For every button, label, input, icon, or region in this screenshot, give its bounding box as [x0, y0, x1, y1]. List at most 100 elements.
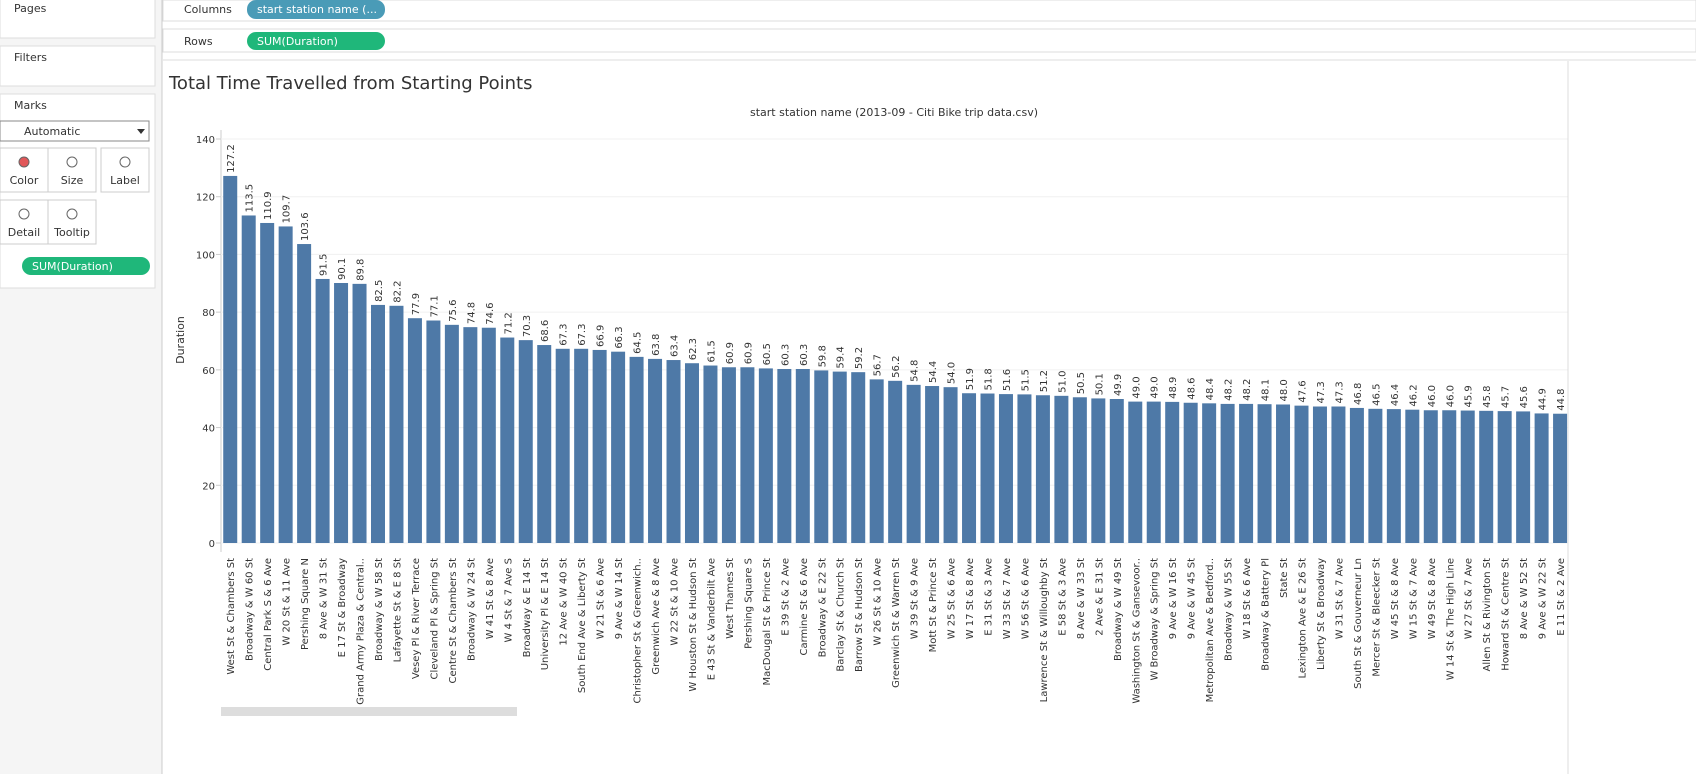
columns-pill[interactable]: [247, 0, 385, 19]
mark-button[interactable]: [0, 199, 49, 245]
x-tick-label: W 31 St & 7 Ave: [1334, 558, 1345, 639]
mark-type-dropdown[interactable]: [0, 120, 150, 142]
y-axis-label: Duration: [174, 316, 187, 364]
x-tick-label: Mott St & Prince St: [928, 558, 939, 652]
x-tick-label: Greenwich St & Warren St: [891, 558, 902, 688]
dropdown-arrow: [137, 129, 145, 134]
value-label: 56.7: [873, 354, 884, 376]
value-label: 59.2: [854, 347, 865, 369]
x-tick-label: University Pl & E 14 St: [540, 558, 551, 670]
scrollbar[interactable]: [221, 707, 517, 716]
value-label: 127.2: [226, 144, 237, 173]
value-label: 45.7: [1501, 386, 1512, 408]
bar: [537, 345, 552, 543]
mark-button[interactable]: [100, 147, 150, 193]
value-label: 113.5: [245, 184, 256, 213]
bar: [574, 348, 589, 543]
mark-button[interactable]: [47, 199, 97, 245]
x-tick-label: W 20 St & 11 Ave: [282, 558, 293, 646]
x-tick-label: W 25 St & 6 Ave: [947, 558, 958, 639]
x-tick-label: Carmine St & 6 Ave: [799, 558, 810, 656]
columns-label: Columns: [184, 3, 232, 16]
bar: [1257, 404, 1272, 543]
mark-button[interactable]: [47, 147, 97, 193]
x-tick-label: 8 Ave & W 33 St: [1076, 558, 1087, 639]
column-header: start station name (2013-09 - Citi Bike …: [750, 106, 1038, 119]
x-tick-label: E 31 St & 3 Ave: [984, 558, 995, 636]
bar: [1497, 411, 1512, 543]
value-label: 67.3: [559, 324, 570, 346]
bar: [721, 367, 736, 543]
mark-icon: [18, 156, 30, 168]
bar: [1165, 401, 1180, 543]
value-label: 50.5: [1076, 372, 1087, 394]
bar: [334, 282, 349, 543]
mark-button-label: Tooltip: [53, 226, 90, 239]
value-label: 45.8: [1482, 386, 1493, 408]
value-label: 59.4: [836, 346, 847, 368]
x-tick-label: W 56 St & 6 Ave: [1020, 558, 1031, 639]
bar: [1109, 399, 1124, 543]
rows-pill[interactable]: [247, 32, 385, 50]
right-edge: [1568, 61, 1696, 774]
x-tick-label: 8 Ave & W 31 St: [319, 558, 330, 639]
bar: [1423, 410, 1438, 543]
x-tick-label: Broadway & W 60 St: [245, 558, 256, 661]
bar: [814, 370, 829, 543]
value-label: 60.9: [743, 342, 754, 364]
value-label: 77.9: [411, 293, 422, 315]
value-label: 66.9: [596, 325, 607, 347]
x-tick-label: 9 Ave & W 22 St: [1538, 558, 1549, 639]
mark-button-label: Label: [110, 174, 140, 187]
x-tick-label: Pershing Square N: [300, 558, 311, 650]
value-label: 77.1: [429, 295, 440, 317]
x-tick-label: Barclay St & Church St: [836, 558, 847, 672]
bar: [980, 393, 995, 543]
bar: [1202, 403, 1217, 543]
columns-shelf: [162, 0, 1696, 22]
value-label: 70.3: [522, 315, 533, 337]
value-label: 44.9: [1538, 388, 1549, 410]
value-label: 82.2: [392, 281, 403, 303]
bar: [1220, 403, 1235, 543]
x-tick-label: Lexington Ave & E 26 St: [1297, 558, 1308, 679]
x-tick-label: W 26 St & 10 Ave: [873, 558, 884, 646]
value-label: 74.6: [485, 302, 496, 324]
bar: [1294, 405, 1309, 543]
value-label: 46.8: [1353, 383, 1364, 405]
pages-title: Pages: [14, 2, 47, 15]
bar: [777, 368, 792, 543]
bar: [592, 349, 607, 543]
x-tick-label: Broadway & E 22 St: [817, 558, 828, 657]
value-label: 48.4: [1205, 378, 1216, 400]
x-tick-label: W 14 St & The High Line: [1445, 558, 1456, 680]
bar: [1183, 402, 1198, 543]
value-label: 47.3: [1316, 381, 1327, 403]
bar: [795, 368, 810, 543]
value-label: 49.0: [1150, 376, 1161, 398]
x-tick-label: W 27 St & 7 Ave: [1464, 558, 1475, 639]
value-label: 59.8: [817, 345, 828, 367]
x-tick-label: Broadway & W 49 St: [1113, 558, 1124, 661]
value-label: 44.8: [1556, 388, 1567, 410]
x-tick-label: W 15 St & 7 Ave: [1408, 558, 1419, 639]
bar: [1460, 410, 1475, 543]
chart-title: Total Time Travelled from Starting Point…: [168, 73, 532, 94]
x-tick-label: Pershing Square S: [743, 558, 754, 649]
value-label: 48.1: [1261, 379, 1272, 401]
x-tick-label: 2 Ave & E 31 St: [1094, 558, 1105, 636]
bar: [223, 175, 238, 544]
value-label: 48.0: [1279, 379, 1290, 401]
bar: [518, 340, 533, 543]
x-tick-label: E 43 St & Vanderbilt Ave: [706, 558, 717, 680]
bar: [666, 360, 681, 543]
label-pill[interactable]: [22, 257, 150, 275]
value-label: 51.9: [965, 368, 976, 390]
value-label: 90.1: [337, 258, 348, 280]
bar: [1239, 403, 1254, 543]
bar: [426, 320, 441, 543]
bar: [758, 368, 773, 543]
x-tick-label: Metropolitan Ave & Bedford..: [1205, 558, 1216, 702]
y-tick-label: 40: [202, 424, 215, 435]
